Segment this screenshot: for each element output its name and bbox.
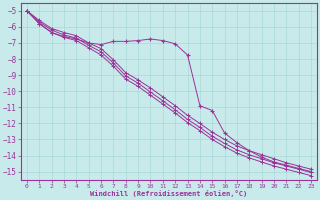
X-axis label: Windchill (Refroidissement éolien,°C): Windchill (Refroidissement éolien,°C) — [90, 190, 248, 197]
